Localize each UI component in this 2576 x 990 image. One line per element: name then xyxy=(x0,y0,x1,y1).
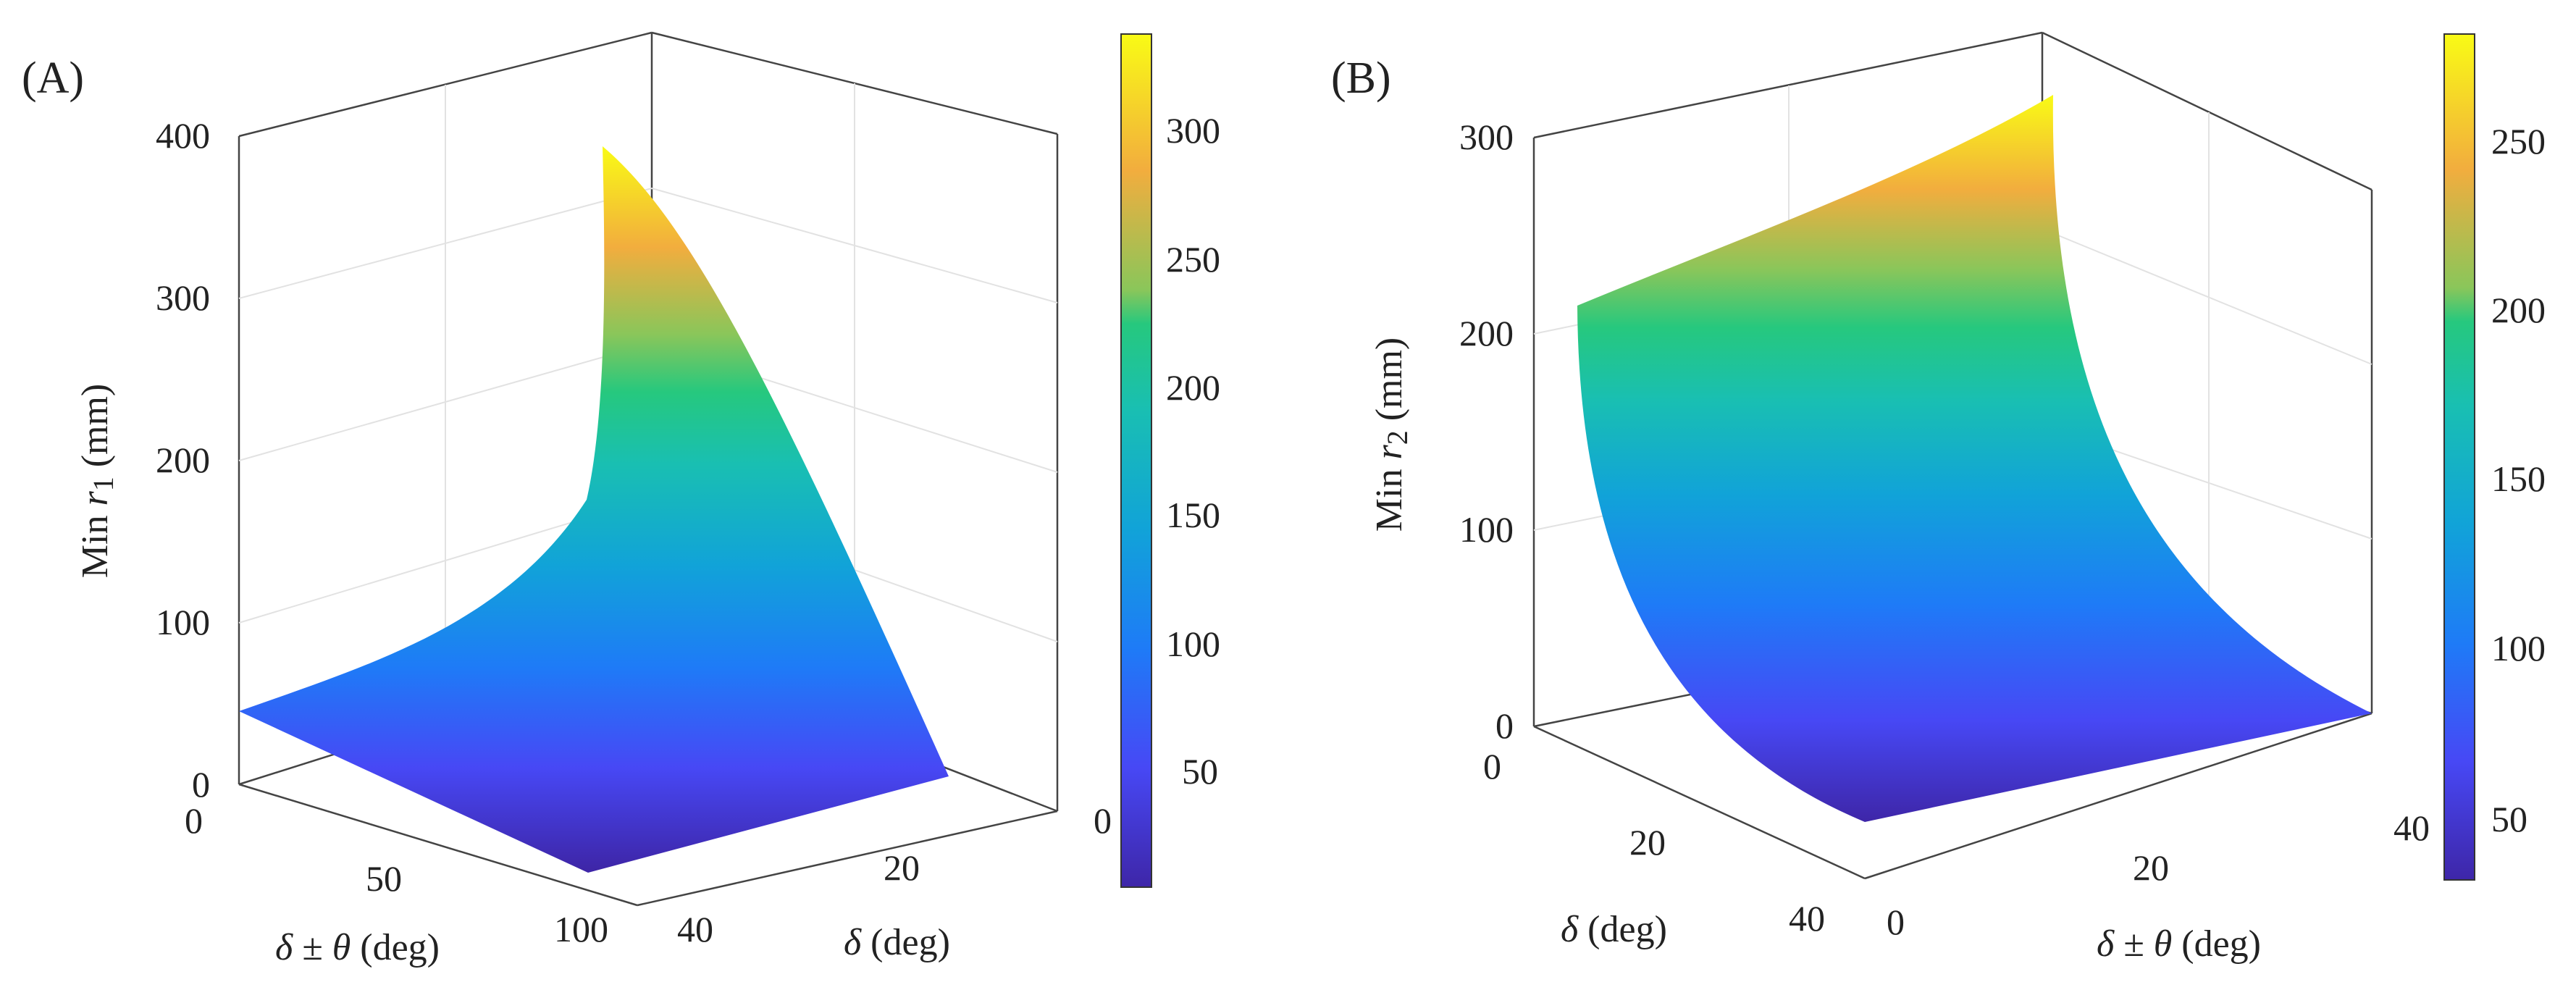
x-ticks-b: 0 20 40 xyxy=(1887,807,2430,942)
y-tick: 40 xyxy=(1789,898,1825,939)
y-tick: 0 xyxy=(1483,746,1501,786)
z-ticks-b: 300 200 100 0 xyxy=(1459,117,1514,746)
z-tick: 0 xyxy=(192,764,210,805)
x-tick: 20 xyxy=(2133,847,2169,888)
y-axis-label-a: δ (deg) xyxy=(844,922,950,963)
y-tick: 20 xyxy=(884,847,920,888)
x-axis-label-a: δ ± θ (deg) xyxy=(275,927,440,968)
panel-label-b: (B) xyxy=(1331,54,1391,103)
colorbar-a: 300 250 200 150 100 50 xyxy=(1120,33,1220,888)
z-tick: 300 xyxy=(1459,117,1514,157)
panel-a: (A) 400 300 200 xyxy=(22,31,1220,968)
colorbar-b-ticks: 250 200 150 100 50 xyxy=(2491,121,2546,839)
colorbar-tick: 300 xyxy=(1166,110,1220,151)
y-ticks-b: 0 20 40 xyxy=(1483,746,1825,939)
y-ticks-a: 40 20 0 xyxy=(677,800,1112,949)
x-tick: 0 xyxy=(185,800,203,841)
panel-b: (B) 300 200 100 0 xyxy=(1331,31,2546,965)
y-tick: 0 xyxy=(1094,800,1112,841)
z-tick: 400 xyxy=(156,115,210,156)
colorbar-tick: 200 xyxy=(2491,290,2546,330)
y-tick: 20 xyxy=(1629,822,1666,863)
colorbar-tick: 150 xyxy=(2491,458,2546,499)
colorbar-a-ticks: 300 250 200 150 100 50 xyxy=(1166,110,1220,792)
surface-a xyxy=(239,146,949,873)
z-axis-label-a: Min r1 (mm) xyxy=(75,384,119,578)
colorbar-tick: 50 xyxy=(1182,751,1218,792)
colorbar-tick: 250 xyxy=(1166,239,1220,280)
colorbar-tick: 200 xyxy=(1166,367,1220,408)
z-axis-label-b: Min r2 (mm) xyxy=(1369,337,1414,532)
floor-b xyxy=(1533,712,2372,880)
panel-label-a: (A) xyxy=(22,54,84,103)
colorbar-b-bar xyxy=(2443,33,2475,881)
x-axis-label-b: δ ± θ (deg) xyxy=(2097,923,2261,965)
colorbar-tick: 100 xyxy=(2491,628,2546,668)
x-tick: 40 xyxy=(2394,807,2430,848)
x-tick: 100 xyxy=(554,909,608,949)
x-ticks-a: 0 50 100 xyxy=(185,800,608,949)
z-tick: 100 xyxy=(156,602,210,642)
surface-b xyxy=(1577,95,2372,822)
z-tick: 0 xyxy=(1495,705,1514,746)
x-tick: 0 xyxy=(1887,902,1905,942)
colorbar-tick: 150 xyxy=(1166,495,1220,535)
y-tick: 40 xyxy=(677,909,713,949)
colorbar-tick: 250 xyxy=(2491,121,2546,161)
colorbar-a-bar xyxy=(1120,33,1152,888)
colorbar-tick: 50 xyxy=(2491,799,2527,839)
z-tick: 200 xyxy=(156,440,210,480)
z-tick: 200 xyxy=(1459,313,1514,353)
x-tick: 50 xyxy=(366,858,402,899)
colorbar-tick: 100 xyxy=(1166,624,1220,664)
z-tick: 300 xyxy=(156,277,210,318)
z-ticks-a: 400 300 200 100 0 xyxy=(156,115,210,805)
floor-a xyxy=(238,783,1058,907)
z-tick: 100 xyxy=(1459,509,1514,550)
y-axis-label-b: δ (deg) xyxy=(1561,909,1667,950)
colorbar-b: 250 200 150 100 50 xyxy=(2443,33,2546,881)
